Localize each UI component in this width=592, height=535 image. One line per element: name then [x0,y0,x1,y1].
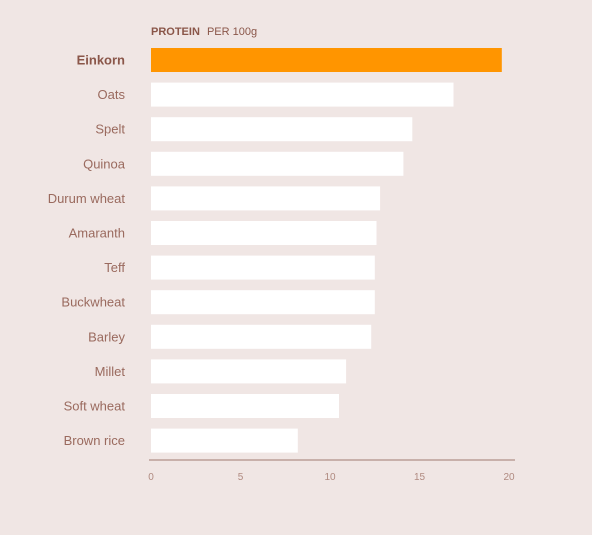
bar-oats [151,82,454,107]
bar-barley [151,324,372,349]
x-tick-label-0: 0 [148,472,154,483]
bar-einkorn [151,48,502,72]
x-tick-label-5: 5 [238,472,244,483]
x-tick-label-10: 10 [324,472,336,483]
bar-spelt [151,117,413,142]
bar-buckwheat [151,290,375,315]
bar-quinoa [151,151,404,176]
category-label-amaranth: Amaranth [69,226,125,241]
chart-title-rest: PER 100g [207,26,257,38]
category-label-soft-wheat: Soft wheat [64,399,126,414]
category-label-brown-rice: Brown rice [64,433,125,448]
category-label-quinoa: Quinoa [83,156,126,171]
bar-amaranth [151,221,377,245]
category-label-teff: Teff [104,260,125,275]
chart-title: PROTEIN PER 100g [151,26,257,38]
x-tick-label-20: 20 [503,472,515,483]
x-tick-label-15: 15 [414,472,426,483]
bar-durum-wheat [151,186,381,211]
bar-brown-rice [151,428,298,453]
chart-title-bold: PROTEIN [151,26,200,38]
category-label-spelt: Spelt [95,122,125,137]
bar-soft-wheat [151,394,339,418]
category-label-millet: Millet [95,364,126,379]
category-label-oats: Oats [98,87,126,102]
category-label-einkorn: Einkorn [77,53,125,68]
category-label-durum-wheat: Durum wheat [48,191,126,206]
x-axis: 0 5 10 15 20 [148,459,515,483]
bar-millet [151,359,347,384]
category-label-buckwheat: Buckwheat [61,295,125,310]
category-label-barley: Barley [88,329,125,344]
bar-teff [151,255,375,280]
bars-layer: Einkorn Oats Spelt Quinoa Durum wheat Amarant… [48,48,502,453]
